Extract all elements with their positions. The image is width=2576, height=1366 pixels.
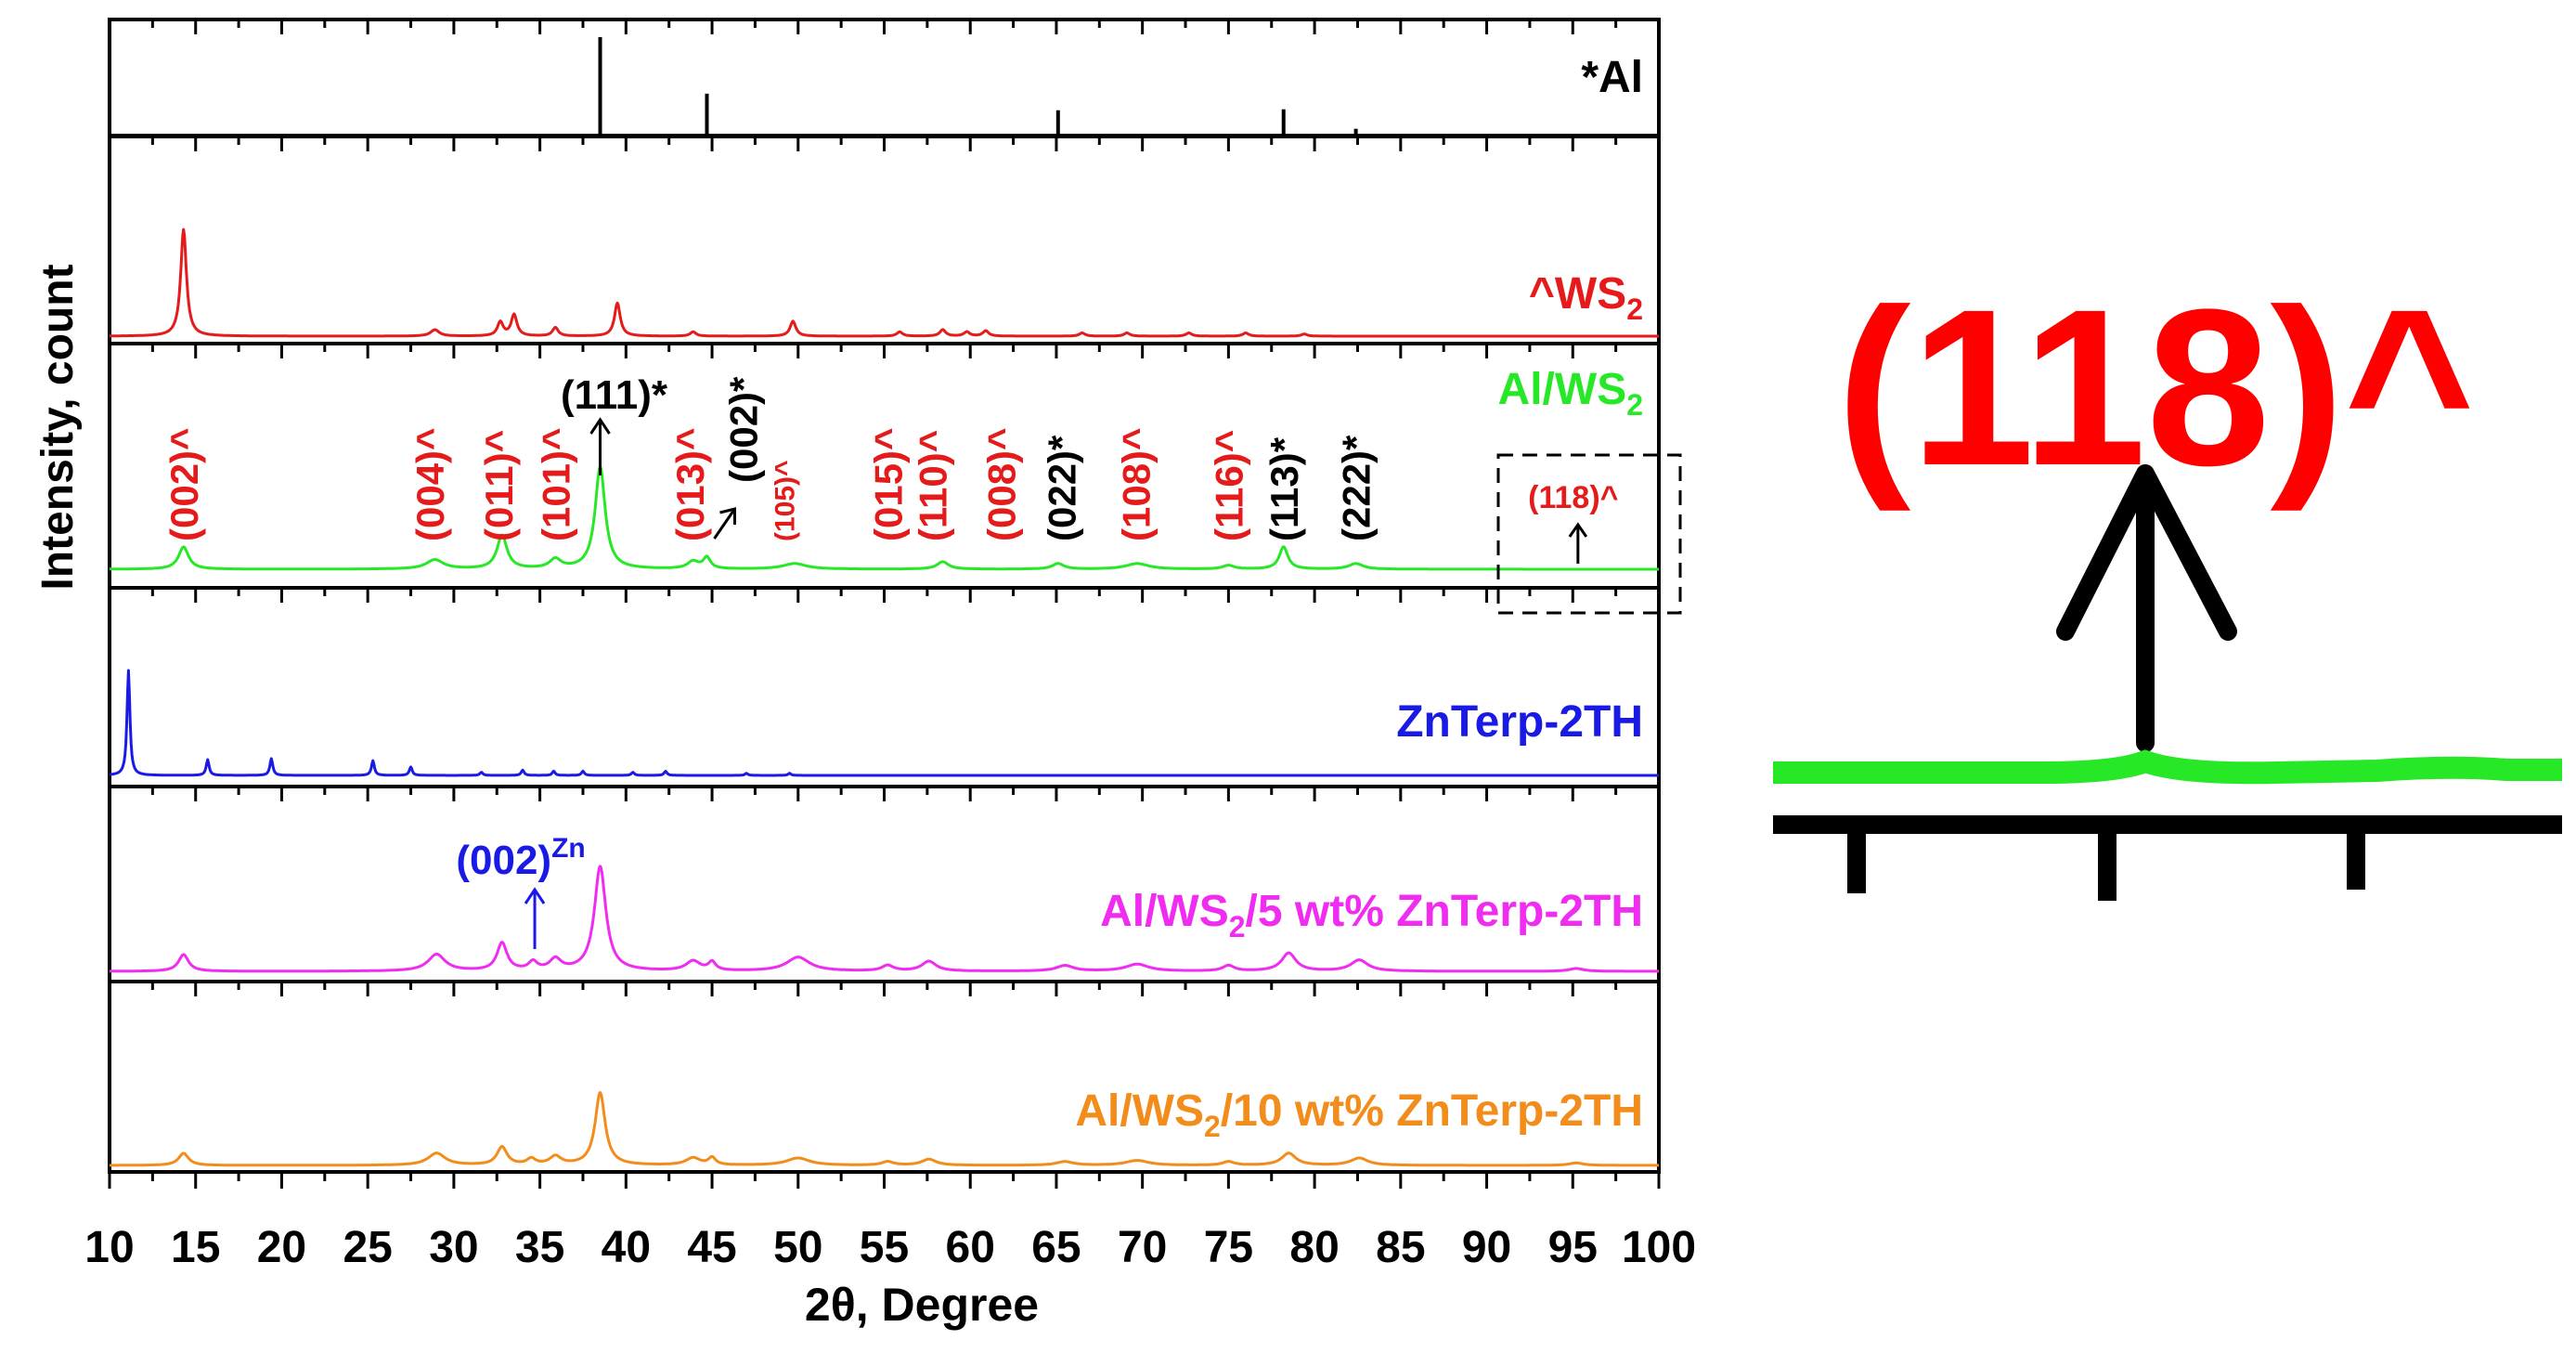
- hkl-label-ws2: (105)^: [770, 460, 801, 541]
- x-tick-label: 75: [1204, 1223, 1253, 1272]
- series-label: ZnTerp-2TH: [1396, 697, 1643, 747]
- hkl-label-ws2: (116)^: [1208, 430, 1251, 541]
- inset-label: (118)^: [1836, 263, 2474, 512]
- label-text: Al/WS: [1075, 1086, 1204, 1136]
- x-tick-label: 20: [257, 1223, 306, 1272]
- label-text: Al/WS: [1498, 365, 1627, 414]
- hkl-label-ws2: (008)^: [980, 427, 1024, 541]
- hkl-label-ws2: (004)^: [408, 427, 452, 541]
- x-tick-label: 25: [343, 1223, 392, 1272]
- series-line: [109, 669, 1660, 777]
- x-tick-label: 55: [860, 1223, 909, 1272]
- panel-5: Al/WS2/5 wt% ZnTerp-2TH: [108, 785, 1661, 983]
- panel-6: Al/WS2/10 wt% ZnTerp-2TH: [108, 980, 1661, 1174]
- x-tick-label: 30: [429, 1223, 478, 1272]
- hkl-label-ws2: (011)^: [477, 430, 521, 541]
- panel-frame: [108, 18, 1661, 138]
- label-subscript: 2: [1204, 1110, 1221, 1143]
- x-tick-label: 85: [1376, 1223, 1425, 1272]
- series-label: Al/WS2/5 wt% ZnTerp-2TH: [1100, 887, 1643, 943]
- arrow-118: [1568, 522, 1588, 564]
- panel-2: ^WS2: [108, 135, 1661, 345]
- label-superscript: Zn: [551, 833, 586, 864]
- arrow-002-zn: [524, 887, 546, 949]
- panel-1: *Al: [108, 18, 1661, 138]
- label-text: ^WS: [1529, 269, 1626, 319]
- inset-arrow: [2056, 464, 2237, 752]
- label-text: Al/WS: [1100, 887, 1229, 936]
- series-label: *Al: [1581, 53, 1643, 102]
- hkl-label-118: (118)^: [1528, 480, 1618, 515]
- x-tick-label: 100: [1622, 1223, 1696, 1272]
- inset-series-line: [1773, 749, 2562, 785]
- panel-frame: [108, 135, 1661, 345]
- panel-frame: [108, 586, 1661, 788]
- x-tick-label: 80: [1289, 1223, 1339, 1272]
- x-tick-label: 35: [515, 1223, 564, 1272]
- label-subscript: 2: [1626, 293, 1643, 326]
- hkl-label-ws2: (110)^: [912, 430, 955, 541]
- label-text: /5 wt% ZnTerp-2TH: [1246, 887, 1643, 936]
- hkl-label-002-al: (002)*: [722, 376, 766, 483]
- label-text: *Al: [1581, 53, 1643, 102]
- series-label: ^WS2: [1529, 269, 1643, 326]
- hkl-label-al: (022)*: [1041, 435, 1084, 541]
- x-tick-label: 50: [773, 1223, 822, 1272]
- x-tick-label: 95: [1548, 1223, 1598, 1272]
- hkl-label-ws2: (015)^: [866, 427, 910, 541]
- panel-frame: [108, 980, 1661, 1174]
- series-label: Al/WS2/10 wt% ZnTerp-2TH: [1075, 1086, 1643, 1143]
- series-line: [109, 465, 1660, 571]
- x-tick-label: 60: [946, 1223, 995, 1272]
- series-label: Al/WS2: [1498, 365, 1643, 422]
- hkl-label-111: (111)*: [561, 372, 668, 418]
- x-tick-label: 15: [171, 1223, 220, 1272]
- x-tick-label: 45: [687, 1223, 736, 1272]
- hkl-label-ws2: (002)^: [162, 427, 206, 541]
- hkl-label-ws2: (013)^: [668, 427, 712, 541]
- arrow-002-al: [713, 507, 736, 540]
- y-axis-label: Intensity, count: [33, 264, 83, 590]
- label-subscript: 2: [1229, 910, 1246, 943]
- label-text: /10 wt% ZnTerp-2TH: [1221, 1086, 1643, 1136]
- x-axis-label: 2θ, Degree: [805, 1279, 1039, 1331]
- hkl-label-002-zn: (002)Zn: [456, 833, 585, 883]
- series-line: [109, 865, 1660, 973]
- arrow-111: [589, 417, 611, 475]
- x-tick-label: 70: [1118, 1223, 1167, 1272]
- label-text: ZnTerp-2TH: [1396, 697, 1643, 747]
- x-tick-label: 10: [84, 1223, 134, 1272]
- x-tick-label: 90: [1462, 1223, 1511, 1272]
- series-line: [109, 1091, 1660, 1167]
- label-subscript: 2: [1626, 388, 1643, 422]
- x-tick-label: 40: [602, 1223, 651, 1272]
- hkl-label-ws2: (108)^: [1114, 427, 1158, 541]
- hkl-label-al: (222)*: [1335, 435, 1379, 541]
- label-text: (002): [456, 838, 551, 883]
- series-line: [109, 228, 1660, 338]
- panel-4: ZnTerp-2TH: [108, 586, 1661, 788]
- x-tick-label: 65: [1031, 1223, 1081, 1272]
- panel-frame: [108, 785, 1661, 983]
- hkl-label-ws2: (101)^: [534, 427, 577, 541]
- hkl-label-al: (113)*: [1262, 436, 1306, 541]
